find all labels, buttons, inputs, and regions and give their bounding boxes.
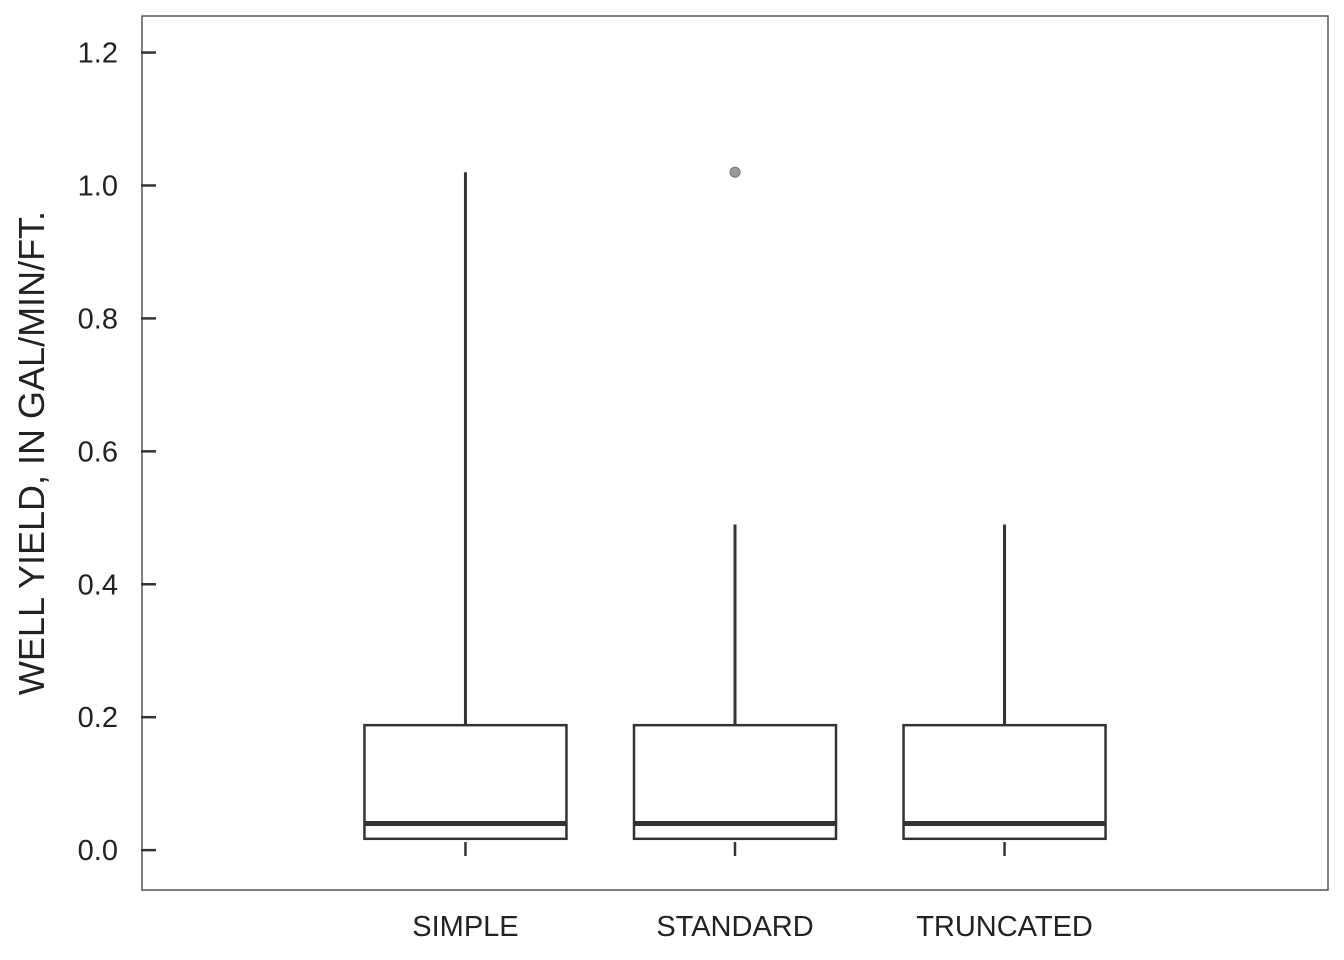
box-iqr: [902, 723, 1107, 841]
box-simple: [363, 172, 568, 841]
y-tick-label: 0.6: [78, 436, 118, 468]
x-tick-label: SIMPLE: [412, 911, 518, 943]
x-tick-label: STANDARD: [656, 911, 813, 943]
y-axis-title: WELL YIELD, IN GAL/MIN/FT.: [11, 211, 52, 695]
box-truncated: [902, 524, 1107, 841]
y-tick-label: 0.2: [78, 702, 118, 734]
y-tick-label: 0.4: [78, 569, 118, 601]
plot-frame: [141, 15, 1329, 891]
outlier-point: [729, 166, 741, 178]
x-axis: SIMPLE STANDARD TRUNCATED: [412, 842, 1093, 943]
y-tick-label: 1.2: [78, 38, 118, 70]
boxes: [363, 166, 1107, 841]
y-tick-label: 0.0: [78, 835, 118, 867]
box-standard: [632, 166, 838, 841]
x-tick-label: TRUNCATED: [916, 911, 1093, 943]
box-iqr: [363, 723, 568, 841]
y-axis: 0.0 0.2 0.4 0.6 0.8 1.0 1.2: [78, 38, 156, 867]
box-iqr: [632, 723, 838, 841]
y-tick-label: 1.0: [78, 170, 118, 202]
y-tick-label: 0.8: [78, 303, 118, 335]
